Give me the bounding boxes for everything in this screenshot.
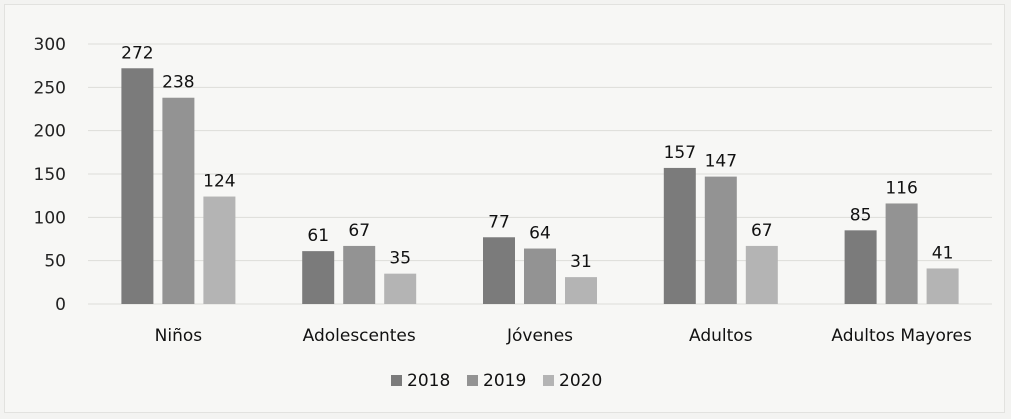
y-tick-label: 50: [44, 252, 66, 272]
category-label: Adolescentes: [303, 326, 416, 346]
y-tick-label: 150: [34, 165, 66, 185]
bar-2019-4: [885, 203, 918, 304]
bar-2018-1: [302, 251, 335, 304]
bar-2018-3: [663, 167, 696, 304]
y-tick-label: 300: [34, 35, 66, 55]
data-label: 67: [348, 221, 370, 241]
data-label: 67: [751, 221, 773, 241]
data-label: 272: [121, 43, 153, 63]
bar-2018-0: [121, 68, 154, 305]
bar-2020-1: [384, 273, 417, 304]
bar-2020-2: [565, 277, 597, 304]
bar-2019-0: [162, 97, 195, 304]
data-label: 124: [203, 172, 235, 192]
legend-label: 2018: [407, 371, 450, 391]
data-label: 35: [389, 249, 411, 269]
bar-2018-4: [844, 230, 877, 304]
y-tick-label: 200: [34, 122, 66, 142]
category-label: Niños: [155, 326, 203, 346]
data-label: 157: [664, 143, 696, 163]
data-label: 31: [570, 252, 592, 272]
legend-swatch-2020: [543, 375, 554, 386]
bar-2019-2: [524, 248, 556, 304]
bar-2018-2: [483, 237, 515, 304]
data-label: 64: [529, 224, 551, 244]
data-label: 61: [307, 226, 329, 246]
bar-2020-4: [926, 268, 959, 304]
bar-2020-0: [203, 196, 236, 304]
category-label: Jóvenes: [506, 326, 573, 346]
legend-label: 2020: [559, 371, 602, 391]
y-tick-label: 100: [34, 208, 66, 228]
data-label: 116: [885, 178, 917, 198]
legend-label: 2019: [483, 371, 526, 391]
category-label: Adultos Mayores: [831, 326, 972, 346]
y-tick-label: 250: [34, 78, 66, 98]
bar-2019-1: [343, 245, 376, 304]
data-label: 238: [162, 73, 194, 93]
legend-swatch-2018: [391, 375, 402, 386]
data-label: 77: [488, 212, 510, 232]
data-label: 85: [850, 205, 872, 225]
bar-2019-3: [704, 176, 737, 304]
y-tick-label: 0: [55, 295, 66, 315]
bar-2020-3: [745, 245, 778, 304]
data-label: 41: [932, 243, 954, 263]
legend-swatch-2019: [467, 375, 478, 386]
category-label: Adultos: [689, 326, 753, 346]
data-label: 147: [705, 152, 737, 172]
